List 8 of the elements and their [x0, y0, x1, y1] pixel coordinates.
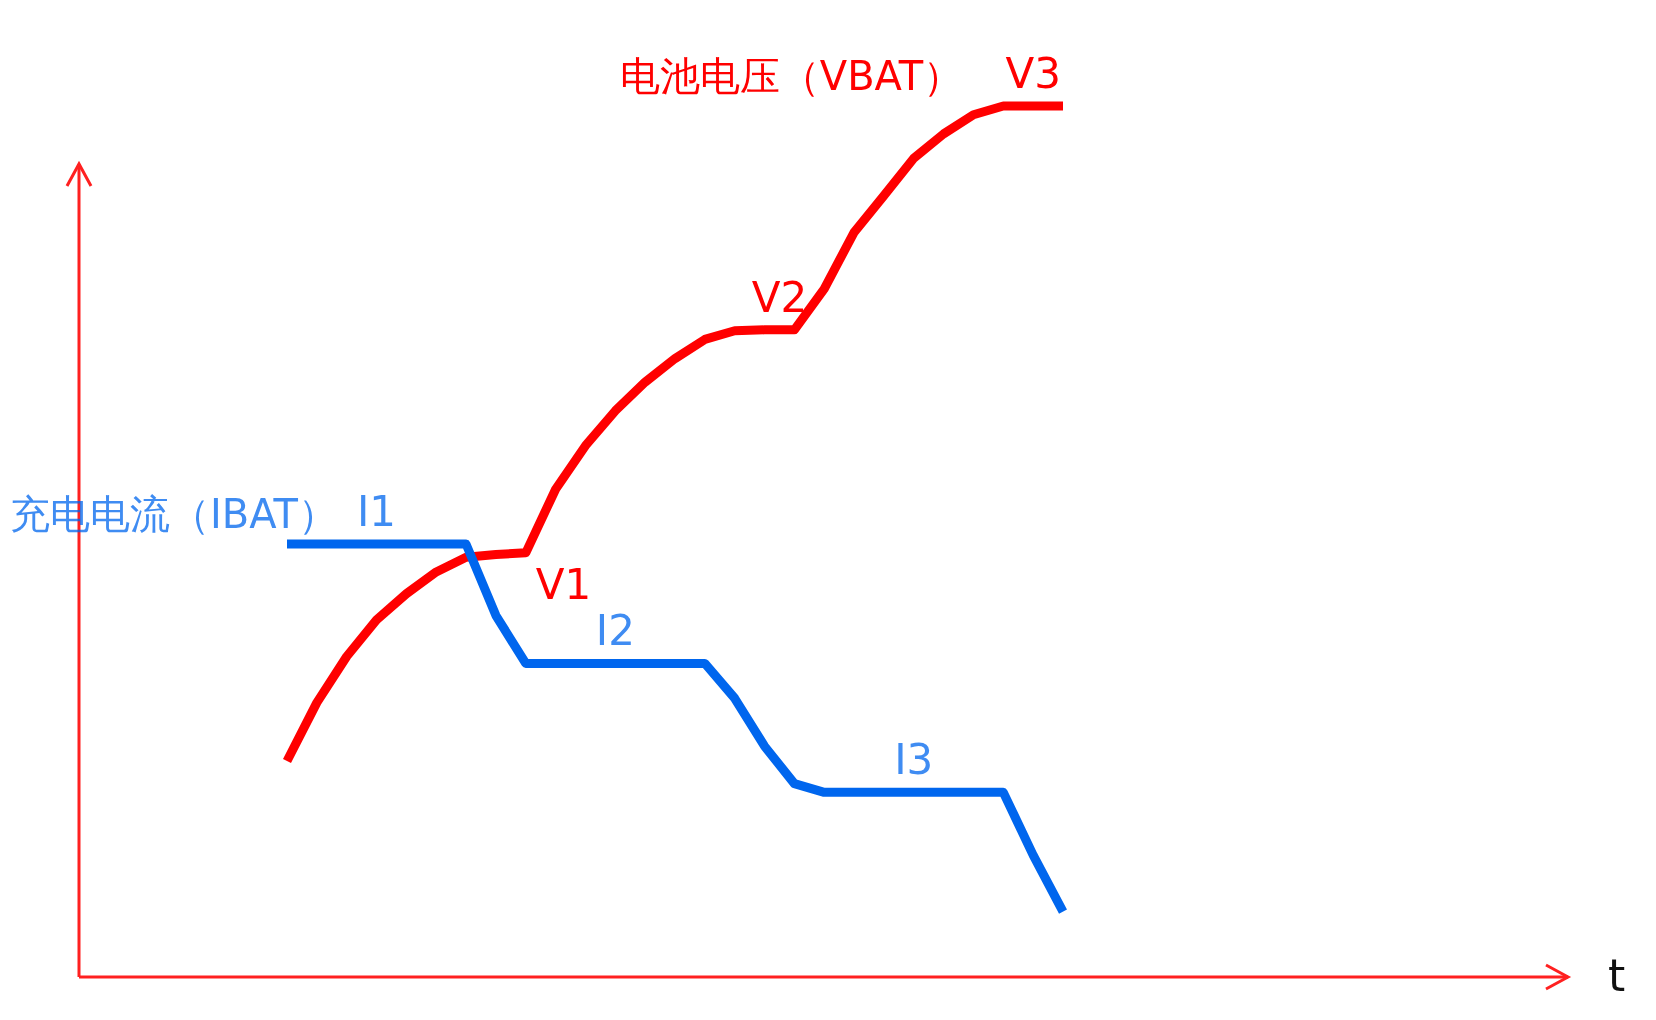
annotation: I2	[595, 606, 635, 656]
annotation: V3	[1005, 49, 1061, 98]
text: t	[1608, 950, 1626, 1001]
annotation: V1	[535, 559, 592, 609]
annotation: I1	[356, 487, 397, 537]
annotation: I3	[894, 735, 934, 785]
annotation: V2	[751, 272, 808, 322]
series-label: 电池电压（VBAT）	[619, 53, 964, 99]
